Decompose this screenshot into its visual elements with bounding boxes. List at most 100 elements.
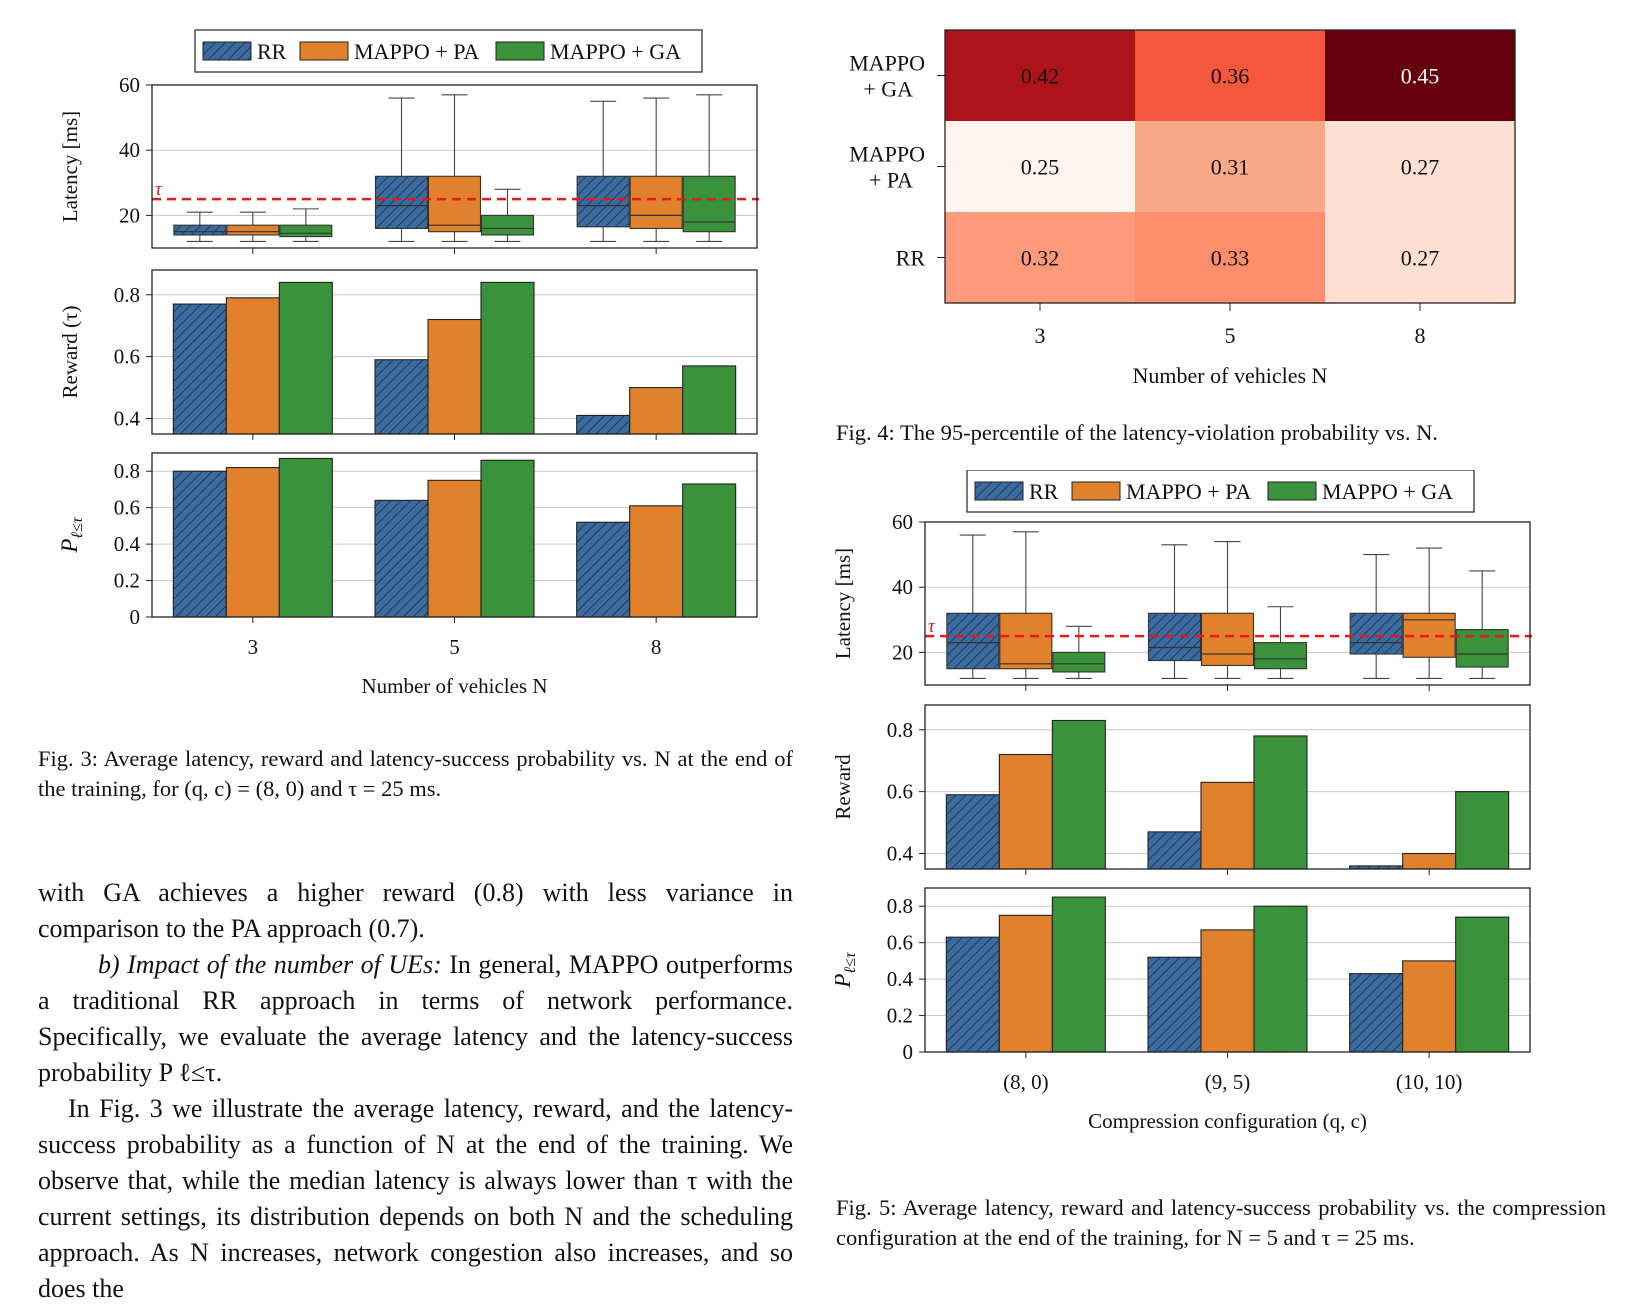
legend-swatch (1071, 481, 1121, 501)
paragraph-1: with GA achieves a higher reward (0.8) w… (38, 878, 793, 943)
y-axis-label-main: P (57, 539, 82, 554)
x-axis-label: Number of vehicles N (361, 674, 547, 698)
box-body (480, 214, 535, 236)
heatmap-value: 0.33 (1211, 246, 1250, 271)
x-tick-label: (9, 5) (1205, 1070, 1251, 1094)
bar (682, 365, 737, 435)
heatmap-row-label: MAPPO + PA (849, 142, 925, 193)
bar (172, 470, 227, 618)
heatmap-row-label: RR (896, 246, 926, 271)
box-body (226, 224, 280, 236)
y-tick-label: 0 (130, 605, 141, 629)
heatmap-row-label-line: + PA (869, 168, 913, 193)
x-tick-label: (10, 10) (1396, 1070, 1463, 1094)
box-body (427, 175, 482, 233)
heatmap-cell (1325, 30, 1515, 121)
paragraph-2-heading: b) Impact of the number of UEs: (98, 950, 442, 979)
y-axis-label: Reward (835, 754, 855, 820)
box-body (374, 175, 429, 229)
threshold-label: τ (928, 616, 936, 637)
legend-label: RR (257, 39, 287, 64)
heatmap-row-label-line: RR (896, 246, 926, 271)
heatmap-cell (945, 212, 1135, 303)
heatmap-cell (1325, 121, 1515, 212)
y-tick-label: 0.8 (887, 894, 913, 918)
box-body (576, 175, 630, 228)
heatmap-value: 0.27 (1401, 155, 1440, 180)
bar (1200, 781, 1255, 870)
bar (1253, 735, 1308, 870)
bar (945, 936, 1000, 1053)
heatmap-value: 0.27 (1401, 246, 1440, 271)
bar (480, 281, 535, 435)
y-axis-label: Reward (τ) (58, 306, 82, 399)
box-body (1052, 651, 1106, 673)
legend-swatch (299, 41, 349, 61)
bar (374, 499, 429, 618)
bar (225, 467, 280, 618)
fig3-caption: Fig. 3: Average latency, reward and late… (38, 746, 793, 801)
bar (629, 387, 684, 435)
y-tick-label: 0.8 (114, 459, 140, 483)
heatmap-column-label: 3 (1035, 323, 1046, 348)
heatmap-value: 0.31 (1211, 155, 1250, 180)
x-axis-label: Number of vehicles N (1133, 363, 1328, 388)
bar (1402, 960, 1457, 1053)
y-tick-label: 0.4 (114, 407, 141, 431)
bar (278, 281, 333, 435)
legend-label: MAPPO + GA (1322, 479, 1453, 504)
y-tick-label: 0.2 (114, 569, 140, 593)
legend-label: MAPPO + GA (550, 39, 681, 64)
heatmap-value: 0.25 (1021, 155, 1060, 180)
bar (1455, 916, 1510, 1053)
bar (1051, 896, 1106, 1053)
bar (576, 521, 631, 618)
legend-box (966, 470, 1475, 513)
fig3-chart: RR MAPPO + PA MAPPO + GA 20 40 60 τ Latency [ms… (57, 29, 759, 698)
bar (480, 459, 535, 618)
y-tick-label: 0.6 (114, 345, 140, 369)
bar (682, 483, 737, 618)
y-axis-label: Latency [ms] (58, 111, 82, 222)
legend-swatch (974, 481, 1024, 501)
y-tick-label: 0.2 (887, 1004, 913, 1028)
paragraph-2: b) Impact of the number of UEs: In gener… (38, 947, 793, 1091)
bar (1147, 956, 1202, 1053)
bar (225, 297, 280, 435)
y-axis-label: Latency [ms] (835, 548, 855, 659)
heatmap-value: 0.45 (1401, 64, 1440, 89)
bar (998, 753, 1053, 870)
y-tick-label: 0.8 (114, 283, 140, 307)
heatmap-column-label: 8 (1415, 323, 1426, 348)
bar (374, 359, 429, 435)
heatmap-row-label-line: MAPPO (849, 51, 925, 76)
x-tick-label: 3 (248, 635, 259, 659)
legend-label: MAPPO + PA (1126, 479, 1251, 504)
box-body (173, 224, 227, 236)
legend-swatch (202, 41, 252, 61)
bar (172, 303, 227, 435)
y-axis-label-main: P (835, 974, 855, 989)
heatmap-cell (1135, 212, 1325, 303)
fig5-chart: RR MAPPO + PA MAPPO + GA 20 40 60 τ Latency [ms… (835, 470, 1532, 1133)
y-tick-label: 60 (892, 510, 913, 534)
x-axis-label: Compression configuration (q, c) (1088, 1109, 1367, 1133)
y-tick-label: 0.4 (887, 967, 914, 991)
bar (629, 505, 684, 618)
box-body (629, 175, 683, 229)
y-tick-label: 0.8 (887, 718, 913, 742)
y-tick-label: 0.4 (114, 532, 141, 556)
heatmap-row-label-line: + GA (863, 77, 913, 102)
paragraph-2-text: In general, MAPPO outperforms a traditio… (38, 950, 793, 1087)
box-body (1200, 612, 1255, 666)
heatmap-row-label: MAPPO + GA (849, 51, 925, 102)
fig4-caption: Fig. 4: The 95-percentile of the latency… (836, 420, 1438, 445)
x-tick-label: 5 (449, 635, 460, 659)
bar (1147, 831, 1202, 870)
box-body (279, 224, 333, 238)
heatmap-cell (945, 30, 1135, 121)
heatmap-column-label: 5 (1225, 323, 1236, 348)
y-axis-label-subscript: ℓ≤τ (842, 951, 859, 973)
bar (1253, 905, 1308, 1053)
heatmap-value: 0.42 (1021, 64, 1060, 89)
